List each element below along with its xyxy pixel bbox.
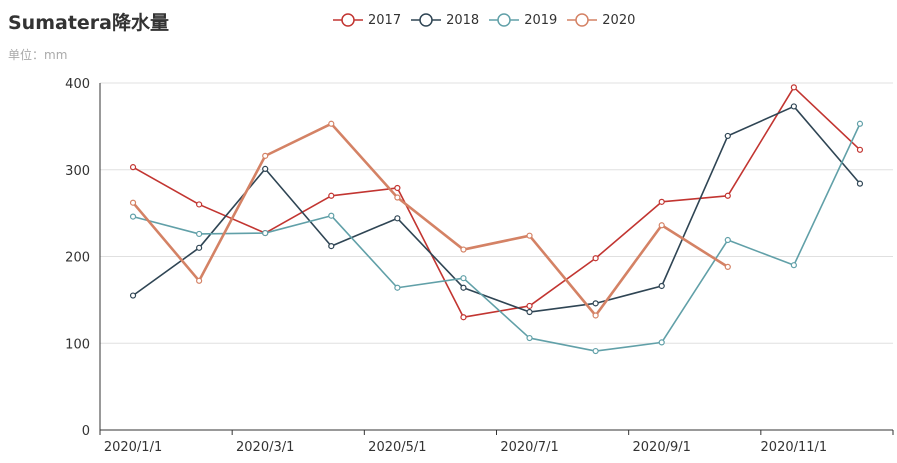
chart-title: Sumatera降水量: [8, 12, 169, 34]
data-point-2019: [592, 347, 599, 355]
series-line-2019: [132, 123, 861, 352]
data-point-2017: [460, 314, 467, 321]
y-tick-label: 400: [65, 77, 90, 92]
legend-line-circle-icon: [333, 13, 363, 27]
legend-line-circle-icon: [489, 13, 520, 27]
y-tick-label: 300: [65, 164, 90, 179]
series-line-2017: [132, 86, 861, 319]
data-point-2018: [328, 242, 335, 250]
data-point-2017: [724, 192, 731, 199]
data-point-2020: [328, 120, 335, 127]
legend-line-circle-icon: [411, 13, 442, 27]
data-point-2019: [724, 236, 731, 244]
y-tick-label: 0: [82, 424, 90, 439]
data-point-2018: [262, 165, 269, 172]
chart-subtitle: 单位：mm: [8, 48, 68, 62]
series-line-2018: [132, 105, 861, 313]
legend-item-2017[interactable]: 2017: [333, 12, 401, 28]
data-point-2017: [526, 302, 533, 310]
data-point-2019: [262, 229, 269, 237]
data-point-2019: [196, 230, 203, 238]
data-point-2018: [592, 300, 599, 307]
x-tick-label: 2020/3/1: [236, 440, 294, 455]
x-tick-label: 2020/5/1: [368, 440, 426, 455]
y-tick-label: 100: [65, 337, 90, 352]
data-point-2017: [328, 192, 335, 199]
data-point-2018: [526, 308, 533, 316]
legend-label: 2019: [524, 12, 558, 28]
data-point-2019: [790, 262, 797, 269]
x-tick-label: 2020/1/1: [104, 440, 162, 455]
data-point-2019: [460, 275, 467, 282]
data-point-2017: [394, 184, 401, 192]
data-point-2019: [856, 120, 864, 127]
data-point-2018: [196, 244, 203, 251]
data-point-2020: [394, 194, 401, 201]
legend-line-circle-icon: [567, 13, 598, 27]
data-point-2017: [196, 201, 203, 208]
data-point-2018: [790, 103, 797, 110]
data-point-2019: [658, 339, 665, 346]
data-point-2019: [394, 284, 401, 291]
data-point-2019: [526, 334, 533, 342]
x-tick-label: 2020/7/1: [500, 440, 558, 455]
data-point-2018: [856, 180, 864, 187]
data-point-2018: [460, 284, 467, 291]
data-point-2018: [724, 132, 731, 140]
data-point-2018: [129, 292, 137, 299]
data-point-2017: [129, 164, 137, 171]
data-point-2019: [129, 213, 137, 220]
data-point-2017: [592, 255, 599, 262]
x-tick-label: 2020/9/1: [633, 440, 691, 455]
data-point-2017: [790, 84, 797, 91]
legend-item-2019[interactable]: 2019: [489, 12, 557, 28]
data-point-2020: [592, 312, 599, 319]
legend-item-2018[interactable]: 2018: [411, 12, 479, 28]
data-point-2018: [658, 282, 665, 290]
data-point-2018: [394, 215, 401, 222]
legend-item-2020[interactable]: 2020: [567, 12, 635, 28]
data-point-2020: [196, 277, 203, 284]
x-tick-label: 2020/11/1: [761, 440, 828, 455]
data-point-2020: [262, 152, 269, 159]
data-point-2020: [129, 199, 137, 206]
legend: 2017 2018 2019 2020: [333, 9, 645, 31]
legend-label: 2018: [446, 12, 480, 28]
data-point-2020: [724, 263, 731, 271]
y-tick-label: 200: [65, 251, 90, 266]
data-point-2017: [856, 146, 864, 153]
series-line-2020: [132, 122, 729, 317]
data-point-2020: [526, 232, 533, 239]
data-point-2019: [328, 212, 335, 219]
legend-label: 2020: [602, 12, 636, 28]
legend-label: 2017: [368, 12, 402, 28]
data-point-2020: [658, 222, 665, 229]
data-point-2020: [460, 246, 467, 253]
data-point-2017: [658, 198, 665, 205]
